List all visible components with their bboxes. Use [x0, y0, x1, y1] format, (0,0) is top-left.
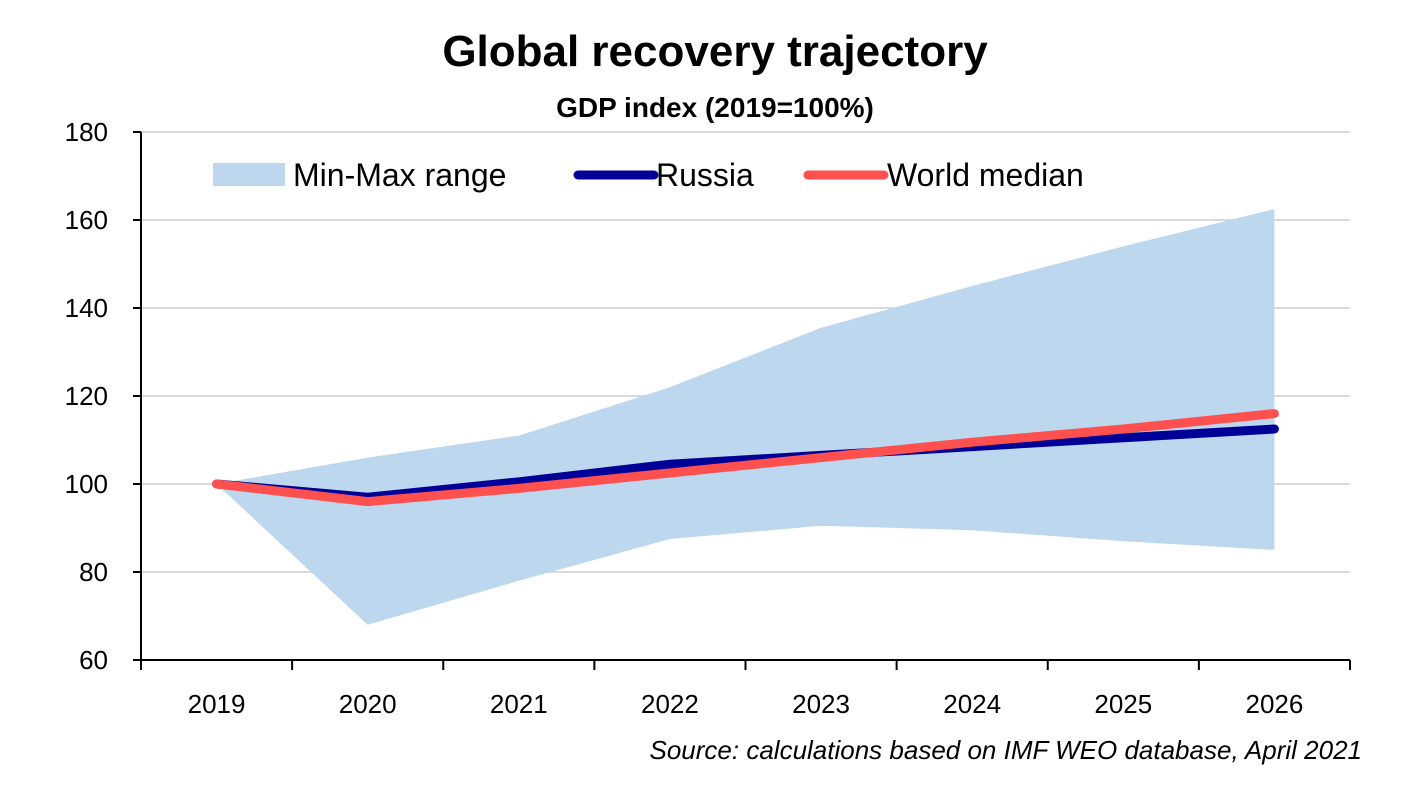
series-point-russia-2021: [518, 481, 520, 483]
series-line-world-median: [212, 409, 1279, 507]
legend-label-russia: Russia: [656, 157, 754, 193]
x-tick-label-2023: 2023: [792, 689, 850, 719]
series-point-world-median-2025: [1122, 428, 1124, 430]
x-tick-label-2020: 2020: [339, 689, 397, 719]
y-tick-labels: 60 80 100 120 140 160 180: [65, 117, 141, 675]
x-tick-label-2026: 2026: [1246, 689, 1304, 719]
legend: Min-Max range Russia World median: [213, 157, 1084, 193]
series-point-world-median-2023: [820, 457, 822, 459]
series-point-world-median-2024: [971, 441, 973, 443]
y-tick-label-60: 60: [79, 645, 108, 675]
x-tick-label-2019: 2019: [188, 689, 246, 719]
source-note: Source: calculations based on IMF WEO da…: [650, 735, 1363, 765]
series-point-russia-2026: [1273, 428, 1275, 430]
x-tick-labels: 2019 2020 2021 2022 2023 2024 2025 2026: [188, 689, 1304, 719]
y-tick-label-100: 100: [65, 469, 108, 499]
chart-title: Global recovery trajectory: [442, 27, 988, 76]
legend-label-world-median: World median: [887, 157, 1084, 193]
y-tick-label-140: 140: [65, 293, 108, 323]
x-tick-label-2022: 2022: [641, 689, 699, 719]
x-tick-label-2025: 2025: [1094, 689, 1152, 719]
series-point-world-median-2020: [367, 501, 369, 503]
series-point-world-median-2019: [216, 483, 218, 485]
x-tick-label-2021: 2021: [490, 689, 548, 719]
series-point-world-median-2026: [1273, 413, 1275, 415]
series-line-russia: [212, 424, 1279, 502]
y-tick-label-180: 180: [65, 117, 108, 147]
series-point-russia-2025: [1122, 437, 1124, 439]
series-point-world-median-2022: [669, 472, 671, 474]
min-max-range-area: [216, 209, 1275, 625]
series-point-world-median-2021: [518, 487, 520, 489]
x-tick-label-2024: 2024: [943, 689, 1001, 719]
min-max-band-layer: [216, 209, 1275, 625]
y-tick-label-160: 160: [65, 205, 108, 235]
legend-label-min-max-range: Min-Max range: [293, 157, 506, 193]
series-layer: [212, 409, 1279, 507]
y-tick-label-120: 120: [65, 381, 108, 411]
legend-swatch-min-max-range: [213, 163, 285, 186]
y-tick-label-80: 80: [79, 557, 108, 587]
chart-subtitle: GDP index (2019=100%): [556, 92, 874, 123]
series-point-russia-2022: [669, 463, 671, 465]
